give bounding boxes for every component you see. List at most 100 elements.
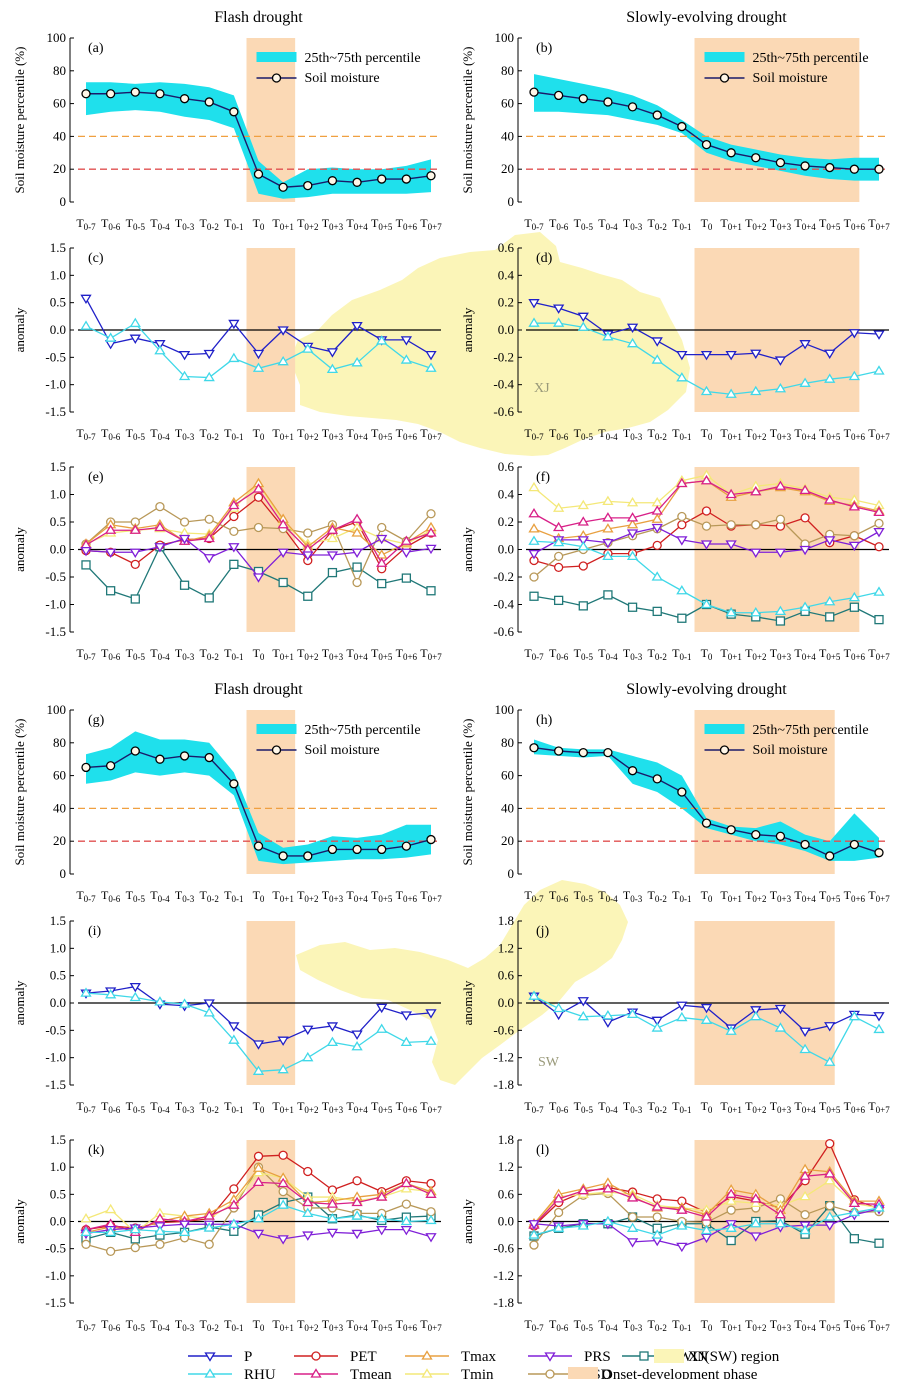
data-point-P bbox=[425, 1009, 437, 1019]
series-SM bbox=[529, 87, 884, 174]
data-point-RHU bbox=[104, 332, 117, 342]
data-point-RHU bbox=[626, 1008, 639, 1019]
data-point-P bbox=[277, 326, 289, 336]
data-point-P bbox=[252, 1040, 265, 1050]
x-tick-label: T0+6 bbox=[396, 426, 418, 442]
y-tick-label: 20 bbox=[501, 833, 514, 848]
data-point-RHU bbox=[425, 362, 437, 372]
data-point-SM bbox=[627, 766, 638, 776]
x-tick-label: T0-7 bbox=[524, 646, 544, 662]
data-point-PRS bbox=[425, 544, 437, 555]
x-tick-label: T0-7 bbox=[76, 426, 96, 442]
x-tick-label: T0+5 bbox=[819, 426, 841, 442]
y-tick-label: -0.4 bbox=[493, 597, 514, 612]
data-point-SSD bbox=[105, 1246, 116, 1257]
data-point-SM bbox=[130, 87, 140, 97]
data-point-RHU bbox=[725, 606, 737, 617]
data-point-SSD bbox=[726, 520, 736, 530]
data-point-RHU bbox=[774, 605, 787, 616]
x-tick-label: T0+6 bbox=[844, 1317, 866, 1333]
panel-label: (g) bbox=[88, 713, 105, 728]
data-point-SM bbox=[155, 89, 165, 99]
data-point-Tmean bbox=[725, 1188, 737, 1198]
data-point-RHU bbox=[700, 598, 713, 609]
data-point-Tmin bbox=[400, 1183, 413, 1193]
data-point-SSD bbox=[701, 521, 712, 531]
data-point-SM bbox=[553, 90, 564, 101]
data-point-P bbox=[577, 312, 589, 323]
data-point-RHU bbox=[552, 317, 565, 327]
data-point-PRS bbox=[351, 1229, 363, 1240]
series-Tmean bbox=[528, 474, 885, 532]
data-point-SM bbox=[849, 839, 860, 850]
x-tick-label: T0+1 bbox=[720, 426, 741, 442]
y-axis-label: anomaly bbox=[12, 307, 27, 352]
panel-label: (f) bbox=[536, 470, 550, 485]
x-tick-label: T0+3 bbox=[770, 1099, 792, 1115]
data-point-WIN bbox=[303, 591, 313, 601]
y-tick-label: 80 bbox=[501, 63, 514, 78]
data-point-Tmean bbox=[104, 524, 117, 534]
x-tick-label: T0-6 bbox=[549, 216, 569, 232]
x-tick-label: T0-5 bbox=[126, 216, 146, 232]
y-tick-label: 80 bbox=[501, 735, 514, 750]
y-axis-label: anomaly bbox=[460, 307, 475, 352]
data-point-P bbox=[351, 1030, 363, 1040]
percentile-band bbox=[86, 731, 431, 865]
data-point-Tmean bbox=[400, 535, 413, 545]
legend-marker-PET bbox=[311, 1351, 321, 1361]
x-tick-label: T0+7 bbox=[868, 888, 890, 904]
data-point-Tmean bbox=[725, 488, 737, 499]
x-tick-label: T0+4 bbox=[794, 216, 816, 232]
x-tick-label: T0-6 bbox=[549, 426, 569, 442]
data-point-Tmean bbox=[626, 512, 639, 522]
y-tick-label: 100 bbox=[47, 30, 67, 45]
x-tick-label: T0-3 bbox=[623, 216, 643, 232]
y-tick-label: 0.0 bbox=[498, 542, 514, 557]
data-point-PET bbox=[253, 1151, 264, 1161]
data-point-PRS bbox=[376, 1226, 388, 1236]
data-point-RHU bbox=[528, 990, 540, 1000]
x-tick-label: T0-5 bbox=[574, 216, 594, 232]
data-point-PRS bbox=[725, 540, 737, 550]
data-point-SM bbox=[775, 157, 786, 168]
x-tick-label: T0-5 bbox=[574, 1099, 594, 1115]
x-tick-label: T0+1 bbox=[272, 216, 293, 232]
data-point-Tmin bbox=[104, 1203, 117, 1214]
data-point-SSD bbox=[352, 577, 362, 588]
y-tick-label: -0.2 bbox=[493, 349, 514, 364]
data-point-PRS bbox=[774, 548, 787, 559]
data-point-WIN bbox=[327, 567, 338, 578]
x-tick-label: T0-1 bbox=[224, 426, 243, 442]
panel-h: 0 20 40 60 80 100 Soil moisture percentile (%)… bbox=[460, 681, 890, 904]
data-point-Tmin bbox=[725, 1195, 737, 1205]
data-point-RHU bbox=[129, 317, 141, 328]
x-tick-label: T0-4 bbox=[150, 426, 170, 442]
data-point-RHU bbox=[577, 321, 589, 331]
panel-e: -1.5 -1.0 -0.5 0.0 0.5 1.0 1.5 anomaly T0-7 T0-6 T… bbox=[12, 459, 442, 662]
data-point-PRS bbox=[80, 546, 92, 557]
data-point-WIN bbox=[105, 586, 116, 596]
data-point-P bbox=[873, 330, 885, 340]
data-point-RHU bbox=[602, 1215, 614, 1226]
data-point-RHU bbox=[80, 987, 92, 997]
data-point-Tmean bbox=[252, 483, 265, 493]
x-tick-label: T0 bbox=[701, 888, 713, 904]
x-tick-label: T0+4 bbox=[346, 888, 368, 904]
data-point-Tmean bbox=[750, 485, 762, 496]
legend-band-swatch bbox=[704, 724, 745, 734]
y-tick-label: 1.2 bbox=[498, 1159, 514, 1174]
data-point-RHU bbox=[676, 1011, 688, 1022]
panel-b: 0 20 40 60 80 100 Soil moisture percentile (%)… bbox=[460, 9, 890, 232]
series-SM bbox=[81, 746, 436, 861]
data-point-SM bbox=[303, 851, 313, 861]
data-point-SM bbox=[401, 174, 412, 184]
legend-label-RHU: RHU bbox=[244, 1367, 276, 1379]
legend-sm-label: Soil moisture bbox=[753, 71, 828, 86]
x-tick-label: T0 bbox=[701, 1317, 713, 1333]
data-point-Tmean bbox=[203, 532, 215, 543]
data-point-SSD bbox=[253, 522, 264, 533]
x-tick-label: T0-3 bbox=[623, 646, 643, 662]
x-tick-label: T0+6 bbox=[844, 216, 866, 232]
region-map-xj bbox=[290, 232, 690, 456]
